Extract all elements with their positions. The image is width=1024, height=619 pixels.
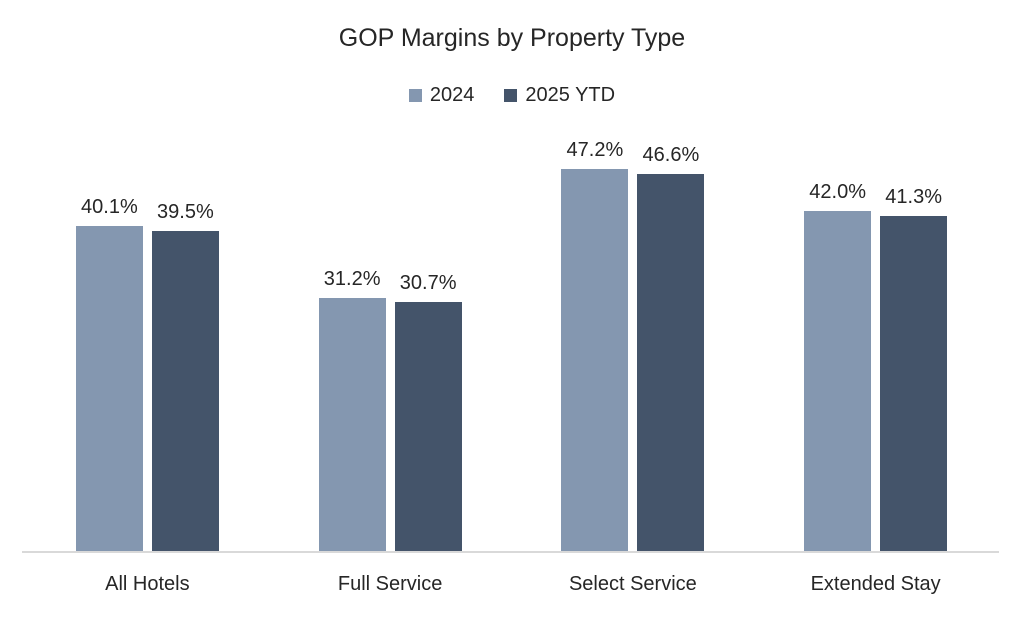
- legend-label: 2025 YTD: [525, 84, 616, 106]
- bar-series1-cat2: [637, 173, 705, 551]
- plot-area: 40.1% 39.5% All Hotels 31.2% 30.7% Full Servi…: [22, 139, 999, 595]
- category-label: Extended Stay: [810, 573, 941, 595]
- legend-swatch-icon: [504, 89, 518, 102]
- data-label: 31.2%: [323, 268, 381, 291]
- data-label: 46.6%: [642, 143, 700, 166]
- data-label: 47.2%: [566, 138, 624, 161]
- chart-title: GOP Margins by Property Type: [338, 24, 686, 52]
- data-label: 42.0%: [809, 180, 866, 203]
- category-label: Select Service: [568, 573, 697, 595]
- legend-swatch-icon: [408, 89, 422, 102]
- bar-series1-cat0: [151, 231, 219, 551]
- legend-item-0: 2024: [408, 84, 475, 107]
- bar-series0-cat2: [561, 168, 629, 551]
- data-label: 41.3%: [885, 186, 942, 209]
- bar-series1-cat3: [880, 216, 948, 551]
- category-label: Full Service: [337, 573, 443, 595]
- bar-series1-cat1: [394, 302, 462, 551]
- chart-legend: 2024 2025 YTD: [0, 84, 1024, 107]
- category-label: All Hotels: [105, 573, 190, 595]
- legend-label: 2024: [429, 84, 475, 106]
- legend-item-1: 2025 YTD: [504, 84, 615, 107]
- data-label: 39.5%: [157, 201, 214, 224]
- bar-series0-cat0: [75, 226, 143, 551]
- data-label: 40.1%: [81, 196, 138, 219]
- data-label: 30.7%: [399, 272, 457, 295]
- x-axis-line: [22, 551, 999, 553]
- bar-series0-cat3: [804, 210, 872, 551]
- bar-series0-cat1: [318, 298, 386, 551]
